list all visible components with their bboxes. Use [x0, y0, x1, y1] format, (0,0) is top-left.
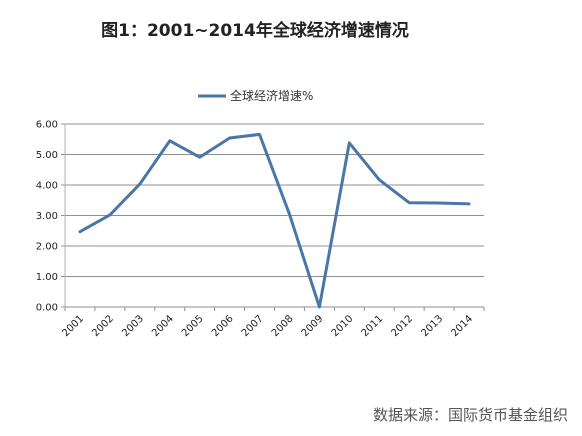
- y-tick-label-1: 1.00: [36, 272, 58, 283]
- legend-label: 全球经济增速%: [230, 88, 313, 103]
- data-point-2001: [78, 230, 82, 233]
- data-point-2003: [138, 182, 141, 186]
- data-point-2008: [288, 213, 291, 216]
- y-tick-label-0: 0.00: [36, 303, 58, 314]
- data-point-2006: [228, 136, 231, 140]
- series-line-0: [78, 132, 471, 309]
- data-point-2014: [467, 202, 471, 206]
- y-tick-label-5: 5.00: [36, 150, 58, 161]
- y-tick-label-3: 3.00: [36, 211, 58, 222]
- data-point-2012: [408, 201, 411, 204]
- data-point-2011: [378, 178, 381, 181]
- data-point-2007: [258, 133, 261, 136]
- gridlines: [65, 123, 484, 277]
- y-tick-label-2: 2.00: [36, 242, 58, 253]
- series-global-growth: [78, 132, 471, 309]
- data-point-2010: [348, 141, 351, 145]
- data-point-2002: [108, 213, 112, 217]
- chart-title: 图1：2001~2014年全球经济增速情况: [101, 20, 409, 41]
- data-point-2013: [437, 201, 441, 205]
- data-point-2009: [318, 305, 321, 309]
- data-point-2004: [168, 139, 171, 142]
- y-tick-label-6: 6.00: [36, 120, 58, 131]
- y-tick-label-4: 4.00: [36, 181, 58, 192]
- legend: 全球经济增速%: [198, 88, 313, 103]
- data-point-2005: [198, 156, 201, 159]
- source-note: 数据来源：国际货币基金组织: [373, 406, 568, 424]
- y-axis-ticks: 0.00 1.00 2.00 3.00 4.00 5.00 6.00: [36, 120, 65, 314]
